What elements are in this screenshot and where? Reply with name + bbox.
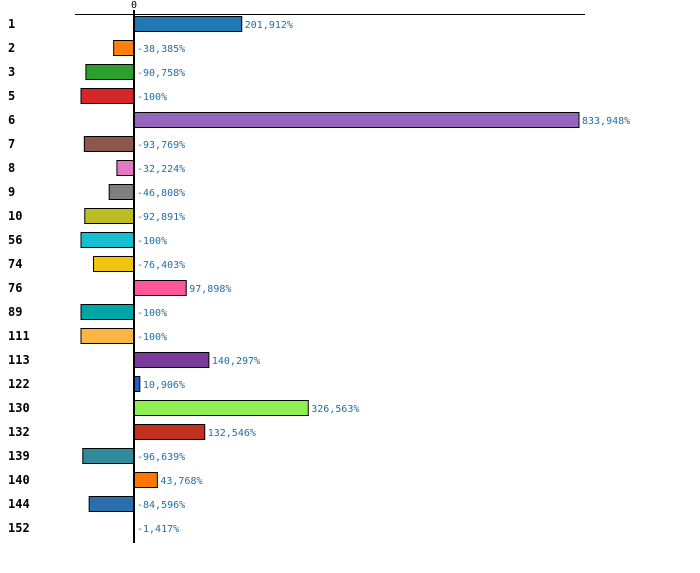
category-label: 56	[8, 233, 22, 247]
value-label: -46,808%	[137, 188, 185, 199]
category-label: 5	[8, 89, 15, 103]
bar	[133, 424, 206, 440]
category-label: 152	[8, 521, 30, 535]
category-label: 89	[8, 305, 22, 319]
category-label: 132	[8, 425, 30, 439]
value-label: 132,546%	[208, 428, 256, 439]
value-label: -100%	[137, 332, 167, 343]
value-label: -32,224%	[137, 164, 185, 175]
bar	[80, 304, 135, 320]
bar	[82, 448, 135, 464]
bar	[88, 496, 135, 512]
category-label: 1	[8, 17, 15, 31]
value-label: -93,769%	[137, 140, 185, 151]
bar	[133, 280, 187, 296]
bar	[113, 40, 135, 56]
category-label: 140	[8, 473, 30, 487]
category-label: 139	[8, 449, 30, 463]
category-label: 9	[8, 185, 15, 199]
category-label: 122	[8, 377, 30, 391]
value-label: 97,898%	[189, 284, 231, 295]
value-label: -84,596%	[137, 500, 185, 511]
bar	[80, 232, 135, 248]
bar	[83, 136, 135, 152]
value-label: -96,639%	[137, 452, 185, 463]
category-label: 10	[8, 209, 22, 223]
category-label: 74	[8, 257, 22, 271]
category-label: 7	[8, 137, 15, 151]
value-label: -100%	[137, 308, 167, 319]
value-label: 140,297%	[212, 356, 260, 367]
value-label: 201,912%	[245, 20, 293, 31]
labels-layer: 1 201,912% 2 -38,385% 3 -90,758% 5 -100% 6 833,94…	[8, 17, 630, 535]
category-label: 2	[8, 41, 15, 55]
bar	[133, 16, 243, 32]
value-label: 326,563%	[311, 404, 359, 415]
category-label: 6	[8, 113, 15, 127]
bar	[85, 64, 135, 80]
bar	[133, 352, 210, 368]
value-label: -100%	[137, 92, 167, 103]
axes-layer: 0	[75, 0, 585, 543]
category-label: 113	[8, 353, 30, 367]
bar	[80, 328, 135, 344]
value-label: 833,948%	[582, 116, 630, 127]
bar	[133, 112, 580, 128]
category-label: 3	[8, 65, 15, 79]
category-label: 76	[8, 281, 22, 295]
bar	[133, 472, 158, 488]
category-label: 144	[8, 497, 30, 511]
value-label: -90,758%	[137, 68, 185, 79]
bar	[93, 256, 135, 272]
category-label: 8	[8, 161, 15, 175]
category-label: 130	[8, 401, 30, 415]
zero-tick-label: 0	[131, 0, 137, 11]
bar	[80, 88, 135, 104]
bar	[116, 160, 135, 176]
bar	[108, 184, 135, 200]
value-label: -38,385%	[137, 44, 185, 55]
value-label: 10,906%	[143, 380, 185, 391]
value-label: -76,403%	[137, 260, 185, 271]
value-label: -100%	[137, 236, 167, 247]
value-label: -1,417%	[137, 524, 179, 535]
category-label: 111	[8, 329, 30, 343]
value-label: 43,768%	[160, 476, 202, 487]
bar	[133, 400, 309, 416]
value-label: -92,891%	[137, 212, 185, 223]
bar	[84, 208, 135, 224]
